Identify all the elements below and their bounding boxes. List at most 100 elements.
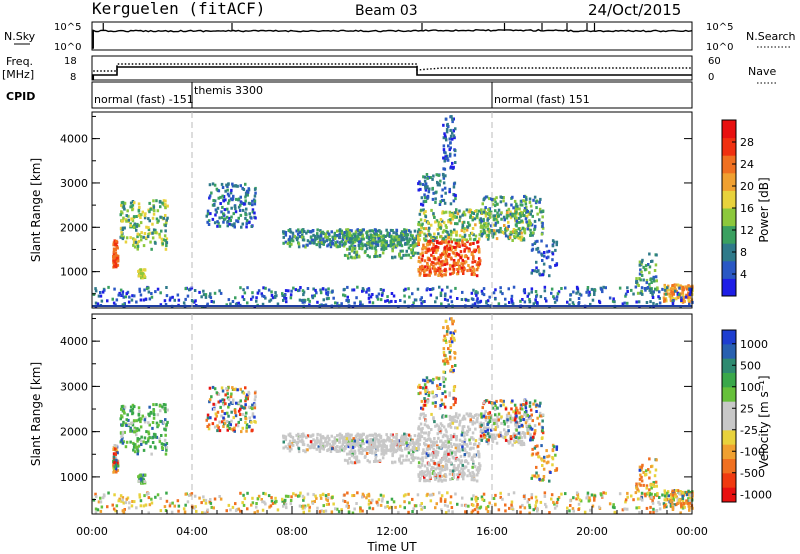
power-cell [139,272,143,276]
velocity-cell [115,444,118,448]
velocity-cell [542,475,546,478]
velocity-cell [164,452,168,456]
velocity-cell [295,442,299,446]
velocity-cell [448,472,452,476]
power-cell [377,292,381,296]
velocity-cell [338,449,341,453]
power-cell [218,224,222,228]
power-cell [256,291,260,295]
velocity-cell [452,456,455,460]
power-cell [478,237,481,241]
velocity-cell [428,391,431,395]
power-cell [370,241,374,245]
power-cell [475,299,479,303]
velocity-cell [368,449,372,453]
velocity-cell [461,445,464,449]
power-cell [650,281,653,284]
velocity-cell [116,461,119,465]
power-cell [332,238,335,242]
power-cell [122,303,125,307]
power-cell [635,300,638,304]
power-cell [440,219,444,223]
velocity-cell [436,453,439,457]
power-cell [246,286,249,290]
velocity-cell [482,434,486,437]
velocity-cell [152,432,156,436]
power-cell [542,262,546,266]
velocity-cell [131,407,135,411]
power-cell [441,252,444,256]
velocity-cell [213,407,216,411]
power-cell [165,294,169,298]
velocity-cell [491,440,495,444]
power-cell [551,258,554,262]
power-cell [426,185,429,189]
velocity-cell [385,433,388,437]
cpid-segment-label: normal (fast) 151 [494,93,590,106]
power-cell [375,232,378,236]
velocity-cell [449,343,452,347]
power-cell [289,296,293,300]
velocity-cell [453,338,456,342]
velocity-cell [454,415,457,419]
velocity-cell [465,433,469,437]
velocity-cell [449,477,452,481]
velocity-cell [450,445,453,449]
power-cell [129,224,132,228]
power-cell [292,234,295,238]
power-colorbar-swatch [722,260,736,279]
power-cell [445,127,449,131]
power-cell [419,298,422,302]
power-cell [681,289,684,292]
power-cell [251,291,254,295]
power-cell [494,223,497,227]
nave-tick-top: 60 [708,56,721,67]
power-cell [296,232,300,236]
velocity-cell [468,414,472,418]
velocity-cell [448,457,451,461]
power-cell [343,236,346,240]
power-cell [436,248,439,252]
power-cell [488,295,491,299]
power-cell [495,196,498,200]
velocity-cell [131,412,134,416]
velocity-cell [254,420,257,424]
power-cell [348,247,351,251]
power-cell [453,246,456,249]
velocity-cell [343,458,347,462]
power-cell [219,202,222,205]
power-cell [531,214,534,218]
velocity-cell [420,406,423,410]
power-cell [518,212,522,216]
power-cell [414,237,417,241]
velocity-cell [390,439,393,443]
velocity-cell [485,438,489,442]
power-cell [347,235,350,239]
velocity-cell [234,387,237,391]
velocity-cell [468,471,472,475]
velocity-cell [242,391,246,395]
power-cell [519,203,523,207]
velocity-cell [439,445,443,449]
power-cell [419,182,422,186]
power-cell [452,259,456,262]
velocity-cell [385,444,388,448]
velocity-cell [442,338,446,342]
velocity-cell [416,456,420,460]
power-cell [116,246,119,250]
velocity-cell [227,398,231,401]
power-cell [333,237,337,241]
velocity-cell [464,465,468,469]
power-cell [268,299,271,303]
power-cell [419,218,423,222]
velocity-cell [402,442,406,446]
power-cell [483,231,486,235]
velocity-cell [133,426,137,430]
power-cell [429,239,432,243]
velocity-cell [426,380,429,384]
power-cell [142,268,145,272]
velocity-cell [440,465,443,469]
velocity-cell [123,430,126,434]
velocity-cell [413,434,417,438]
velocity-cell [528,425,532,428]
